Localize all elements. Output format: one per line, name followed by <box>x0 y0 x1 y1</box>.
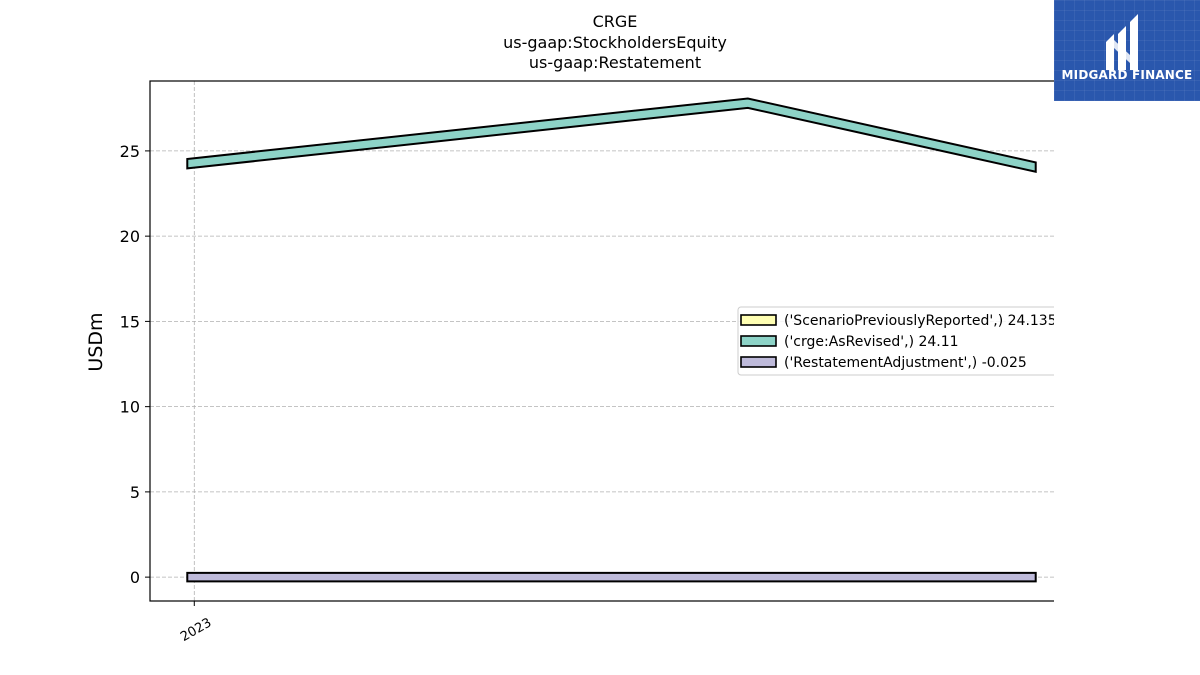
logo-text: MIDGARD FINANCE <box>1061 68 1193 82</box>
logo-mark-icon <box>1106 14 1138 70</box>
legend-swatch <box>740 314 777 326</box>
midgard-finance-logo: MIDGARD FINANCE <box>1054 0 1200 101</box>
series-band-1 <box>186 97 1037 174</box>
legend-label: ('RestatementAdjustment',) -0.025 <box>784 355 1027 371</box>
y-tick-label: 5 <box>130 483 140 502</box>
y-tick-label: 15 <box>120 312 140 331</box>
legend-swatch <box>740 335 777 347</box>
chart-title-line-1: CRGE <box>593 12 638 31</box>
legend-label: ('crge:AsRevised',) 24.11 <box>784 334 959 350</box>
legend-label: ('ScenarioPreviouslyReported',) 24.135 <box>784 313 1054 329</box>
legend: ('ScenarioPreviouslyReported',) 24.135 ('… <box>737 306 1054 376</box>
series-band-2 <box>186 571 1037 583</box>
y-tick-label: 20 <box>120 227 140 246</box>
chart-title-line-2: us-gaap:StockholdersEquity <box>503 33 727 52</box>
chart: CRGE us-gaap:StockholdersEquity us-gaap:… <box>85 12 1054 645</box>
legend-swatch <box>740 356 777 368</box>
y-axis-label: USDm <box>85 312 107 371</box>
plot-frame <box>149 80 1054 602</box>
y-tick-label: 25 <box>120 142 140 161</box>
x-tick-label: 2023 <box>178 615 214 645</box>
legend-box <box>737 306 1054 376</box>
chart-title-line-3: us-gaap:Restatement <box>529 53 701 72</box>
y-tick-label: 10 <box>120 398 140 417</box>
y-tick-label: 0 <box>130 568 140 587</box>
series-layer <box>186 97 1037 583</box>
